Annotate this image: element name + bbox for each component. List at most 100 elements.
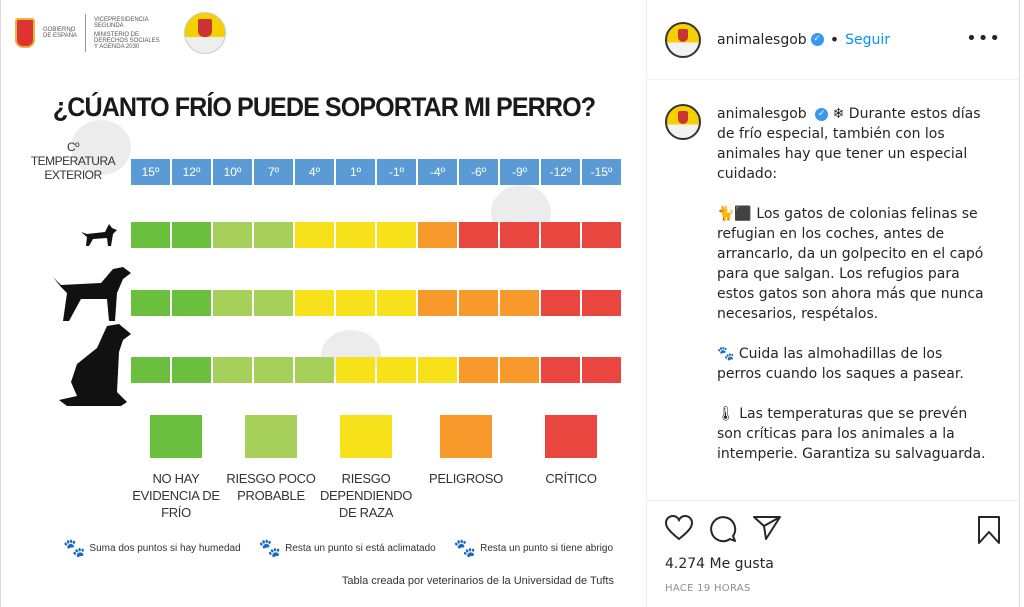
caption-avatar[interactable] <box>665 104 701 140</box>
legend-label: CRÍTICO <box>545 471 597 486</box>
legend-item: CRÍTICO <box>516 415 626 487</box>
more-options-icon[interactable]: ••• <box>966 28 1001 49</box>
risk-cell-y <box>336 290 375 316</box>
caption-username[interactable]: animalesgob <box>717 106 807 122</box>
save-bookmark-icon[interactable] <box>977 515 1001 545</box>
risk-cell-r <box>459 222 498 248</box>
medium-dog-icon <box>53 267 131 321</box>
small-dog-icon <box>81 224 117 246</box>
avatar[interactable] <box>665 21 701 58</box>
spain-crest-icon <box>15 18 35 48</box>
risk-cell-r <box>500 222 539 248</box>
risk-cell-o <box>500 357 539 383</box>
temperature-cell: 15º <box>131 159 170 185</box>
temperature-cell: -12º <box>541 159 580 185</box>
large-dog-risk-row <box>131 357 621 383</box>
legend-label: RIESGO DEPENDIENDO DE RAZA <box>319 471 413 520</box>
risk-cell-lg <box>213 357 252 383</box>
credit: Tabla creada por veterinarios de la Univ… <box>341 575 614 587</box>
post-image: GOBIERNO DE ESPAÑA VICEPRESIDENCIA SEGUN… <box>0 0 626 607</box>
risk-cell-r <box>541 357 580 383</box>
temperature-row: 15º 12º 10º 7º 4º 1º -1º -4º -6º -9º -12º -15º <box>131 159 621 185</box>
risk-cell-lg <box>254 290 293 316</box>
legend-item: NO HAY EVIDENCIA DE FRÍO <box>121 415 231 521</box>
background-paw-icon <box>71 120 131 175</box>
direccion-animales-seal-icon <box>184 12 226 54</box>
logo-divider <box>85 14 86 52</box>
temperature-label-line: EXTERIOR <box>44 168 102 182</box>
note-coat: 🐾 Resta un punto si tiene abrigo <box>454 538 613 559</box>
risk-cell-y <box>377 222 416 248</box>
risk-cell-o <box>459 357 498 383</box>
logo-text-gobierno: GOBIERNO DE ESPAÑA <box>43 27 77 39</box>
risk-cell-o <box>418 222 457 248</box>
temperature-cell: 4º <box>295 159 334 185</box>
legend-item: RIESGO DEPENDIENDO DE RAZA <box>311 415 421 521</box>
temperature-cell: -9º <box>500 159 539 185</box>
risk-cell-r <box>541 290 580 316</box>
temperature-cell: -4º <box>418 159 457 185</box>
temperature-cell: 1º <box>336 159 375 185</box>
medium-dog-risk-row <box>131 290 621 316</box>
share-icon[interactable] <box>753 515 781 541</box>
legend-swatch <box>150 415 202 458</box>
legend-swatch <box>245 415 297 458</box>
risk-cell-o <box>500 290 539 316</box>
caption-paragraph: 🌡 Las temperaturas que se prevén son crí… <box>717 406 986 462</box>
risk-cell-o <box>459 290 498 316</box>
legend-label: NO HAY EVIDENCIA DE FRÍO <box>132 471 220 520</box>
post-timestamp[interactable]: HACE 19 HORAS <box>665 583 751 594</box>
paw-icon: 🐾 <box>453 538 477 558</box>
note-text: Resta un punto si está aclimatado <box>285 543 436 554</box>
risk-cell-o <box>418 290 457 316</box>
post-header: animalesgob ✓ • Seguir ••• <box>647 0 1019 80</box>
temperature-cell: 12º <box>172 159 211 185</box>
post-side-panel: animalesgob ✓ • Seguir ••• animalesgob ✓… <box>646 0 1020 607</box>
risk-cell-y <box>377 290 416 316</box>
temperature-cell: -1º <box>377 159 416 185</box>
risk-cell-g <box>131 290 170 316</box>
infographic-title: ¿CÚANTO FRÍO PUEDE SOPORTAR MI PERRO? <box>52 92 596 122</box>
temperature-cell: 7º <box>254 159 293 185</box>
temperature-label-line: TEMPERATURA <box>30 154 116 168</box>
ministry-logo-text: VICEPRESIDENCIA SEGUNDA MINISTERIO DE DE… <box>94 17 160 50</box>
risk-cell-g <box>172 357 211 383</box>
legend-label: RIESGO POCO PROBABLE <box>226 471 316 503</box>
paw-icon: 🐾 <box>258 538 282 558</box>
risk-cell-g <box>131 222 170 248</box>
legend-item: PELIGROSO <box>411 415 521 487</box>
legend-swatch <box>340 415 392 458</box>
verified-badge-icon: ✓ <box>815 107 829 121</box>
likes-count[interactable]: 4.274 Me gusta <box>665 556 774 572</box>
risk-cell-g <box>131 357 170 383</box>
risk-cell-lg <box>254 357 293 383</box>
legend-swatch <box>545 415 597 458</box>
caption-paragraph: ❄ Durante estos días de frío especial, t… <box>717 106 981 182</box>
risk-cell-lg <box>213 290 252 316</box>
like-heart-icon[interactable] <box>665 515 693 541</box>
risk-cell-r <box>582 357 621 383</box>
government-logos: GOBIERNO DE ESPAÑA VICEPRESIDENCIA SEGUN… <box>15 12 226 54</box>
note-text: Suma dos puntos si hay humedad <box>89 543 241 554</box>
risk-cell-r <box>582 222 621 248</box>
follow-button[interactable]: Seguir <box>845 31 891 48</box>
risk-cell-lg <box>213 222 252 248</box>
notes: 🐾 Suma dos puntos si hay humedad 🐾 Resta u… <box>63 538 613 559</box>
risk-cell-y <box>295 290 334 316</box>
caption-paragraph: 🐾 Cuida las almohadillas de los perros c… <box>717 346 964 382</box>
risk-cell-y <box>418 357 457 383</box>
risk-cell-r <box>541 222 580 248</box>
legend-item: RIESGO POCO PROBABLE <box>216 415 326 504</box>
risk-cell-g <box>172 222 211 248</box>
temperature-cell: 10º <box>213 159 252 185</box>
risk-cell-y <box>336 222 375 248</box>
note-humidity: 🐾 Suma dos puntos si hay humedad <box>63 538 241 559</box>
comment-icon[interactable] <box>709 515 737 543</box>
risk-cell-y <box>336 357 375 383</box>
logo-text-ministerio: MINISTERIO DE DERECHOS SOCIALES Y AGENDA… <box>94 31 160 50</box>
risk-cell-y <box>377 357 416 383</box>
legend-label: PELIGROSO <box>429 471 503 486</box>
temperature-label: Cº TEMPERATURA EXTERIOR <box>23 140 123 182</box>
note-text: Resta un punto si tiene abrigo <box>480 543 614 554</box>
username-link[interactable]: animalesgob <box>717 31 807 48</box>
